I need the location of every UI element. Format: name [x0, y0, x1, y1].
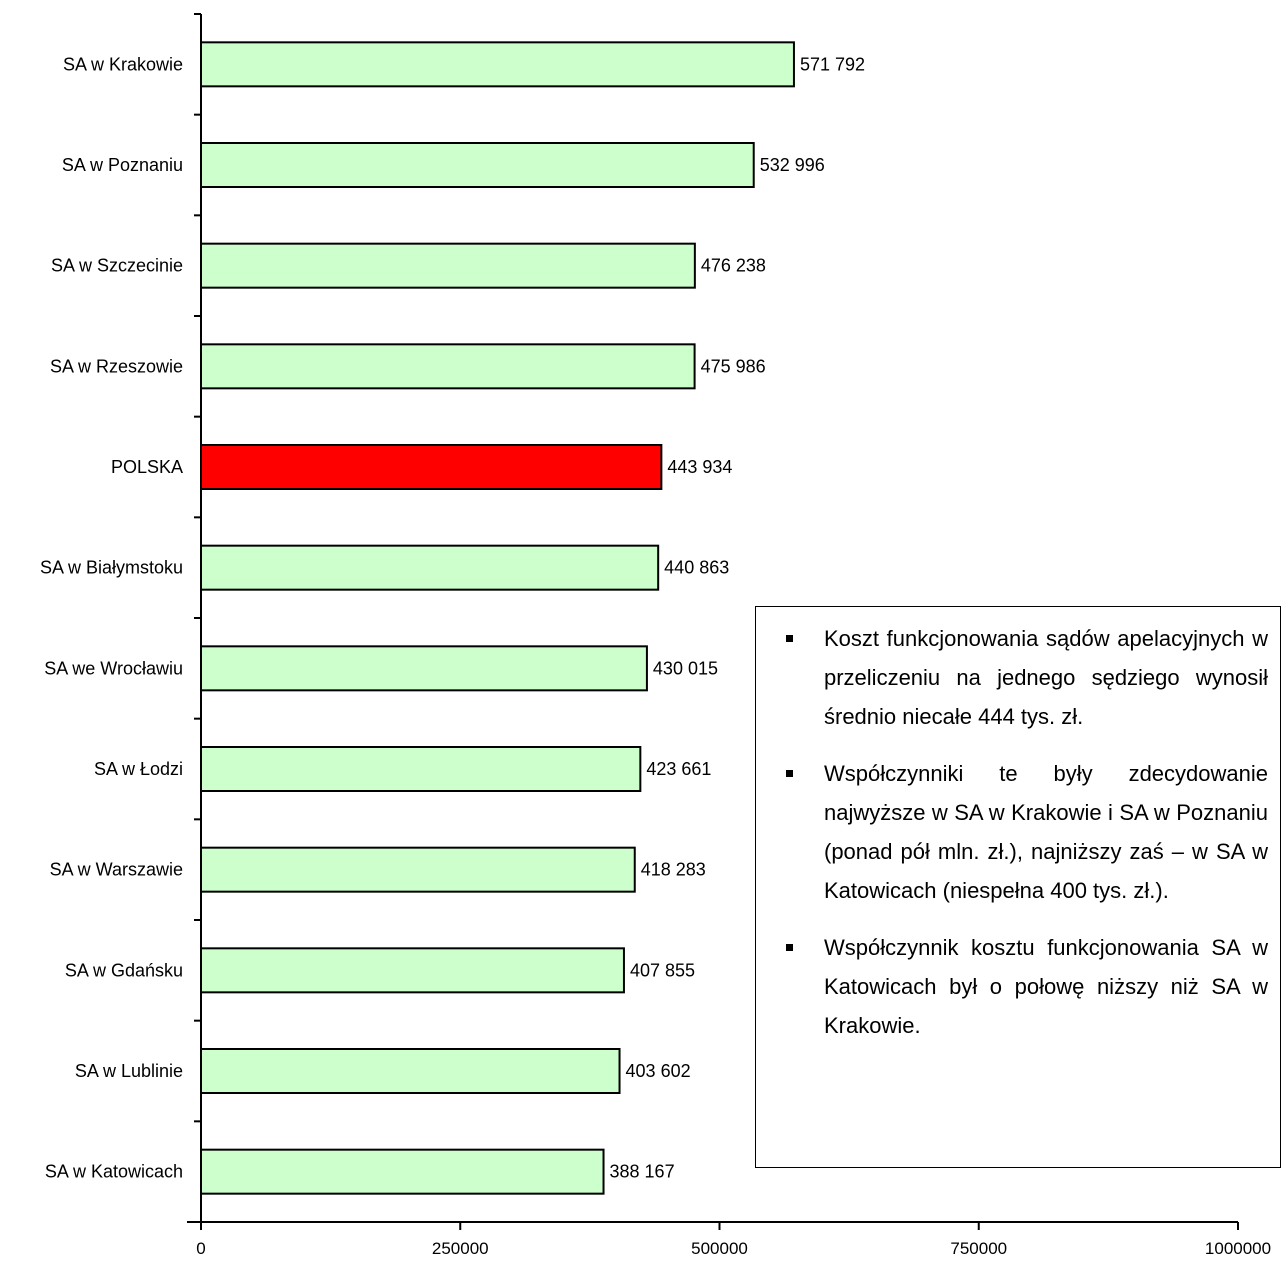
bar	[200, 1148, 605, 1195]
x-tick-label: 1000000	[1205, 1239, 1271, 1258]
note-text: Współczynnik kosztu funkcjonowania SA w …	[824, 935, 1268, 1038]
note-text: Współczynniki te były zdecydowanie najwy…	[824, 761, 1268, 903]
value-label: 403 602	[626, 1061, 691, 1081]
bar	[200, 41, 795, 88]
bar	[200, 947, 625, 994]
category-label: SA w Białymstoku	[40, 558, 183, 578]
category-label: SA w Krakowie	[63, 54, 183, 74]
bar	[200, 544, 660, 591]
category-label: SA we Wrocławiu	[44, 658, 183, 678]
bullet-icon	[786, 770, 793, 777]
bar	[200, 444, 663, 490]
bar	[200, 142, 755, 188]
category-label: SA w Rzeszowie	[50, 356, 183, 376]
notes-box: Koszt funkcjonowania sądów apelacyjnych …	[755, 606, 1281, 1168]
bar	[200, 1048, 621, 1094]
bar	[200, 746, 642, 792]
value-label: 388 167	[610, 1162, 675, 1182]
bar	[200, 846, 636, 893]
value-label: 423 661	[646, 759, 711, 779]
note-item: Współczynnik kosztu funkcjonowania SA w …	[774, 928, 1268, 1045]
note-text: Koszt funkcjonowania sądów apelacyjnych …	[824, 626, 1268, 729]
axes-group: SA w Krakowie 571 792 SA w Poznaniu 532 996…	[40, 13, 1271, 1258]
x-tick-label: 250000	[432, 1239, 489, 1258]
value-label: 571 792	[800, 54, 865, 74]
x-tick-label: 750000	[950, 1239, 1007, 1258]
value-label: 476 238	[701, 256, 766, 276]
notes-list: Koszt funkcjonowania sądów apelacyjnych …	[774, 619, 1268, 1045]
category-label: SA w Gdańsku	[65, 960, 183, 980]
value-label: 475 986	[701, 356, 766, 376]
category-label: POLSKA	[111, 457, 183, 477]
bar	[200, 645, 648, 692]
category-label: SA w Szczecinie	[51, 256, 183, 276]
category-label: SA w Katowicach	[45, 1162, 183, 1182]
value-label: 430 015	[653, 658, 718, 678]
x-tick-label: 0	[196, 1239, 205, 1258]
bar	[200, 343, 696, 390]
value-label: 443 934	[667, 457, 732, 477]
value-label: 407 855	[630, 960, 695, 980]
value-label: 532 996	[760, 155, 825, 175]
bars-group	[200, 41, 795, 1195]
note-item: Koszt funkcjonowania sądów apelacyjnych …	[774, 619, 1268, 736]
bullet-icon	[786, 944, 793, 951]
bullet-icon	[786, 635, 793, 642]
value-label: 418 283	[641, 860, 706, 880]
category-label: SA w Lublinie	[75, 1061, 183, 1081]
bar	[200, 242, 696, 289]
value-label: 440 863	[664, 558, 729, 578]
category-label: SA w Warszawie	[50, 860, 183, 880]
category-label: SA w Łodzi	[94, 759, 183, 779]
note-item: Współczynniki te były zdecydowanie najwy…	[774, 754, 1268, 910]
category-label: SA w Poznaniu	[62, 155, 183, 175]
x-tick-label: 500000	[691, 1239, 748, 1258]
